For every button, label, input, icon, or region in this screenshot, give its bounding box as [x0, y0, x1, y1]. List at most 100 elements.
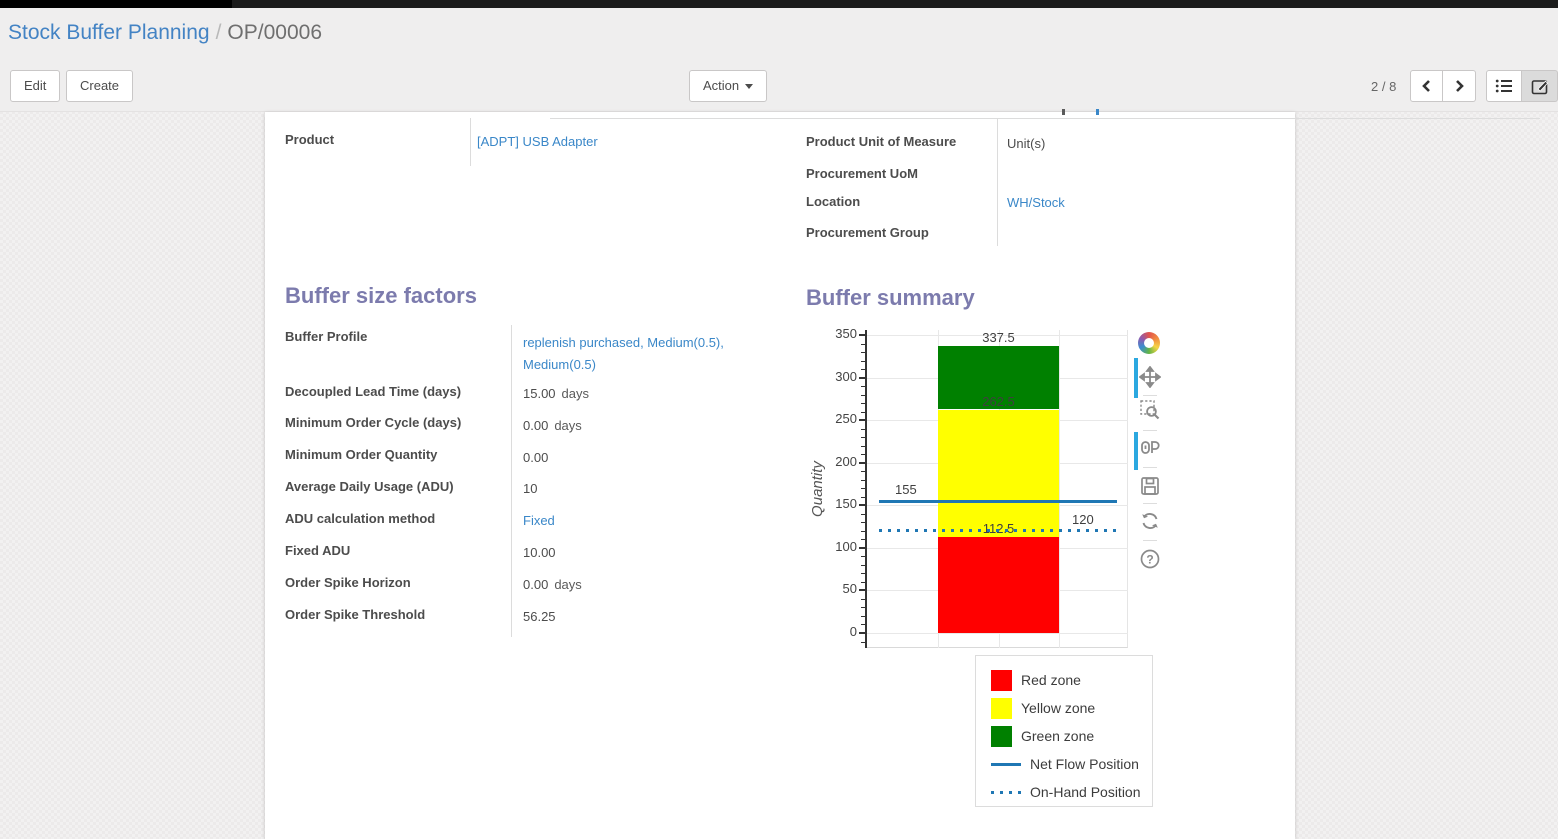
- product-field-label: Product: [285, 132, 335, 147]
- chart-ytick: [859, 504, 866, 507]
- minimum-order-cycle-label: Minimum Order Cycle (days): [285, 415, 462, 430]
- chart-ytick-minor: [861, 454, 865, 456]
- on-hand-position-line: [879, 529, 1117, 533]
- solid-line-swatch: [991, 762, 1021, 766]
- legend-label: On-Hand Position: [1030, 784, 1141, 800]
- buffer-profile-value-link[interactable]: replenish purchased, Medium(0.5), Medium…: [523, 335, 724, 372]
- list-view-button[interactable]: [1486, 70, 1522, 102]
- on-hand-position-label: 120: [1072, 511, 1094, 527]
- adu-method-value-link[interactable]: Fixed: [523, 513, 555, 528]
- chart-ytick-minor: [861, 343, 865, 345]
- procurement-group-label: Procurement Group: [806, 225, 929, 240]
- zone-value-label: 262.5: [982, 393, 1015, 409]
- red-square-swatch: [991, 669, 1012, 691]
- chart-ytick-minor: [861, 530, 865, 532]
- chart-ytick-label: 200: [835, 453, 857, 469]
- pager-value: 2 / 8: [1371, 79, 1397, 94]
- help-icon[interactable]: ?: [1138, 547, 1162, 571]
- minimum-order-cycle-value: 0.00 days: [523, 418, 582, 433]
- field-number: 15.00: [523, 386, 556, 401]
- chart-ytick-minor: [861, 522, 865, 524]
- action-label: Action: [703, 78, 740, 93]
- buffer-profile-label: Buffer Profile: [285, 329, 368, 344]
- chart-gridline: [1059, 330, 1061, 648]
- chevron-right-icon: [1456, 80, 1464, 92]
- location-value-link[interactable]: WH/Stock: [1007, 195, 1065, 210]
- chart-ytick-minor: [861, 445, 865, 447]
- fixed-adu-label: Fixed ADU: [285, 543, 351, 558]
- legend-item-net-flow-position[interactable]: Net Flow Position: [991, 753, 1152, 775]
- chart-ytick-minor: [861, 479, 865, 481]
- breadcrumb-separator: /: [215, 21, 222, 44]
- chart-ytick-label: 100: [835, 538, 857, 554]
- chart-ytick-minor: [861, 564, 865, 566]
- chart-ytick: [859, 546, 866, 549]
- chart-ytick-minor: [861, 496, 865, 498]
- decoupled-lead-time-value: 15.00 days: [523, 386, 589, 401]
- buffer-size-factors-title: Buffer size factors: [285, 283, 477, 308]
- action-dropdown-button[interactable]: Action: [689, 70, 768, 102]
- chart-ytick: [859, 589, 866, 592]
- yellow-square-swatch: [991, 697, 1012, 719]
- clipped-text-remnant: [1062, 109, 1065, 115]
- chart-ytick-minor: [861, 386, 865, 388]
- list-view-icon: [1495, 79, 1512, 93]
- product-field-value-link[interactable]: [ADPT] USB Adapter: [477, 134, 598, 149]
- field-separator: [511, 325, 512, 637]
- field-suffix: days: [554, 418, 582, 433]
- legend-item-red-zone[interactable]: Red zone: [991, 669, 1152, 691]
- chart-ytick-minor: [861, 394, 865, 396]
- pan-icon[interactable]: [1138, 365, 1162, 389]
- zone-bar-green-zone: [938, 345, 1059, 410]
- modebar-divider: [1143, 540, 1157, 541]
- chart-ytick-minor: [861, 471, 865, 473]
- chart-ytick-minor: [861, 437, 865, 439]
- pager-next-button[interactable]: [1443, 70, 1476, 102]
- download-plot-icon[interactable]: [1138, 474, 1162, 498]
- modebar-accent-bar: [1134, 432, 1138, 470]
- chart-ytick-label: 0: [849, 624, 857, 639]
- plotly-logo[interactable]: [1137, 331, 1161, 355]
- breadcrumb: Stock Buffer Planning / OP/00006: [8, 21, 322, 45]
- legend-item-yellow-zone[interactable]: Yellow zone: [991, 697, 1152, 719]
- breadcrumb-parent-link[interactable]: Stock Buffer Planning: [8, 21, 210, 44]
- pager-previous-button[interactable]: [1410, 70, 1443, 102]
- chart-ytick-minor: [861, 641, 865, 643]
- legend-label: Red zone: [1021, 672, 1081, 688]
- zone-bar-red-zone: [938, 537, 1059, 633]
- legend-item-green-zone[interactable]: Green zone: [991, 725, 1152, 747]
- field-suffix: days: [561, 386, 590, 401]
- chart-ytick-label: 50: [842, 581, 857, 597]
- reset-axes-icon[interactable]: [1138, 509, 1162, 533]
- box-zoom-icon[interactable]: [1138, 398, 1162, 422]
- caret-down-icon: [745, 84, 754, 90]
- edit-button[interactable]: Edit: [10, 70, 61, 102]
- chart-ytick-minor: [861, 607, 865, 609]
- legend-item-on-hand-position[interactable]: On-Hand Position: [991, 781, 1152, 803]
- create-button[interactable]: Create: [66, 70, 134, 102]
- buffer-chart-plot[interactable]: 0 50 100 150 200 250 300 350 337.5 262.5 112.5 155 1…: [835, 326, 1128, 648]
- order-spike-horizon-label: Order Spike Horizon: [285, 575, 411, 590]
- zone-value-label: 112.5: [938, 521, 1059, 536]
- chart-yaxis-line: [865, 330, 867, 648]
- chart-ytick: [859, 376, 866, 379]
- modebar-divider: [1143, 430, 1157, 431]
- chart-ytick-minor: [861, 513, 865, 515]
- compare-hover-icon[interactable]: [1138, 437, 1162, 461]
- modebar-accent-bar: [1134, 358, 1138, 398]
- field-suffix: days: [554, 577, 582, 592]
- modebar-divider: [1143, 503, 1157, 504]
- chart-ytick-minor: [861, 598, 865, 600]
- clipped-text-remnant: [1096, 109, 1099, 115]
- chart-gridline: [867, 335, 1128, 336]
- form-view-button[interactable]: [1522, 70, 1558, 102]
- chart-ytick-minor: [861, 369, 865, 371]
- chevron-left-icon: [1421, 80, 1430, 92]
- adu-value: 10: [523, 481, 538, 496]
- breadcrumb-current: OP/00006: [227, 21, 322, 44]
- modebar-divider: [1143, 395, 1157, 396]
- chart-ytick: [859, 632, 866, 634]
- legend-label: Net Flow Position: [1030, 756, 1139, 772]
- chart-ytick-minor: [861, 411, 865, 413]
- net-flow-position-line: [879, 499, 1117, 503]
